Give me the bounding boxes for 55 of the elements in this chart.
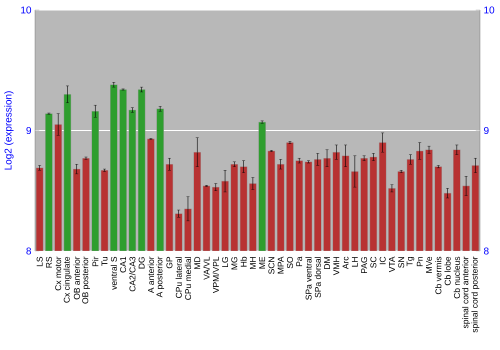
y2-tick-label: 9 [484,126,489,134]
x-tick-label: CPu lateral [176,257,182,298]
y2-tick-label: 10 [484,6,494,14]
x-tick-label: spinal cord anterior [462,256,470,328]
x-tick-label: ventral S [110,256,117,290]
x-tick-label: MVe [426,256,432,273]
y-tick-label: 8 [26,247,32,255]
x-tick-label: LS [36,256,43,266]
x-tick-label: Cb nucleus [454,256,460,298]
x-tick-label: PAG [361,257,368,274]
x-tick-label: LH [352,257,358,267]
x-tick-label: Cb lobe [444,256,451,286]
x-tick-label: Cb vermis [435,256,442,294]
x-tick-label: SPa ventral [305,257,312,300]
x-tick-label: OB posterior [82,256,90,304]
y-axis-title: Log2 (expression) [4,91,14,170]
x-tick-label: IC [380,256,386,264]
x-tick-label: CA2/CA3 [129,256,136,292]
x-tick-label: spinal cord posterior [471,256,480,332]
y-tick-label: 9 [26,126,32,134]
x-tick-label: GP [166,256,172,268]
x-tick-label: ME [259,256,266,268]
x-tick-label: MD [194,256,200,269]
x-tick-label: MH [250,257,256,269]
x-tick-label: Pir [92,256,98,266]
x-tick-label: VTA [389,256,395,272]
x-tick-label: Cx motor [55,256,62,290]
x-tick-label: MG [231,257,238,270]
y2-tick-label: 8 [484,247,489,255]
x-tick-label: VA/VL [203,256,210,280]
x-tick-label: Pa [296,256,302,266]
x-tick-label: A anterior [148,256,154,294]
x-tick-label: Tu [102,257,108,266]
x-tick-label: SO [286,256,293,268]
x-tick-label: SPa dorsal [314,257,321,298]
x-tick-label: LG [222,257,228,268]
x-tick-label: SC [370,256,376,268]
x-tick-label: MPA [278,256,284,274]
x-tick-label: DG [138,257,145,268]
x-tick-label: Cx cingulate [63,256,72,303]
x-tick-label: CA1 [120,256,126,272]
x-tick-label: SCN [268,257,274,274]
x-tick-label: Tg [406,256,414,266]
x-tick-label: Hb [240,256,247,267]
x-tick-label: SN [398,257,404,268]
x-tick-label: VPM/VPL [212,256,219,294]
x-tick-label: DM [324,257,330,269]
x-tick-label: OB anterior [74,256,80,300]
x-tick-label: RS [46,256,52,268]
x-tick-label: Arc [342,256,349,270]
x-tick-label: VMH [333,257,340,276]
y-tick-label: 10 [21,6,32,14]
x-tick-label: Pn [416,257,423,266]
x-tick-label: CPu medial [184,257,192,300]
x-tick-label: A posterior [156,256,164,298]
